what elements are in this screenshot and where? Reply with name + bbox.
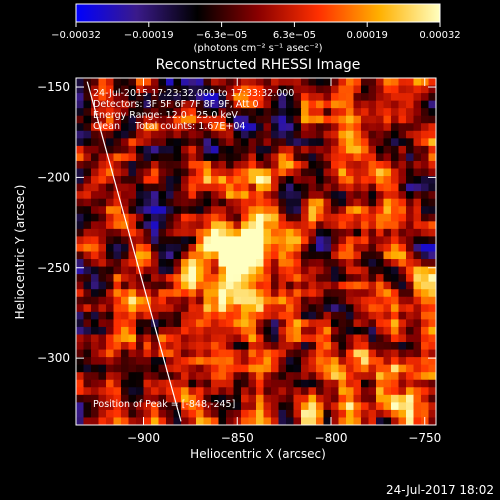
x-tick-label: −800 xyxy=(315,431,348,445)
heatmap-image xyxy=(76,78,436,425)
colorbar-tick-label: 0.00032 xyxy=(419,30,460,41)
x-tick-label: −750 xyxy=(408,431,441,445)
y-tick-label: −300 xyxy=(37,351,70,365)
plot-frame xyxy=(75,77,437,426)
x-tick-label: −850 xyxy=(221,431,254,445)
colorbar-ticks: −0.00032 −0.00019 −6.3e−05 6.3e−05 0.00019 0.… xyxy=(51,22,461,41)
solar-limb-line xyxy=(86,81,182,422)
x-axis-label: Heliocentric X (arcsec) xyxy=(190,447,326,461)
footer-timestamp: 24-Jul-2017 18:02 xyxy=(386,483,494,497)
x-axis-ticks: −900 −850 −800 −750 xyxy=(127,78,441,445)
observation-annotations: 24-Jul-2015 17:23:32.000 to 17:33:32.000… xyxy=(93,88,294,132)
colorbar xyxy=(75,3,441,23)
colorbar-tick-label: 0.00019 xyxy=(347,30,388,41)
x-tick-label: −900 xyxy=(127,431,160,445)
annotation-clean-counts: Clean Total counts: 1.67E+04 xyxy=(93,121,245,132)
annotation-energy-range: Energy Range: 12.0 - 25.0 keV xyxy=(93,110,238,121)
colorbar-tick-label: −6.3e−05 xyxy=(196,30,248,41)
colorbar-tick-label: −0.00019 xyxy=(124,30,174,41)
y-tick-label: −250 xyxy=(37,261,70,275)
colorbar-tick-label: −0.00032 xyxy=(51,30,101,41)
chart-title: Reconstructed RHESSI Image xyxy=(156,57,361,73)
y-axis-label: Heliocentric Y (arcsec) xyxy=(13,185,27,320)
y-axis-ticks: −150 −200 −250 −300 xyxy=(37,80,436,365)
y-tick-label: −150 xyxy=(37,80,70,94)
colorbar-tick-label: 6.3e−05 xyxy=(273,30,316,41)
y-tick-label: −200 xyxy=(37,170,70,184)
peak-position-label: Position of Peak = [-848,-245] xyxy=(93,399,235,410)
annotation-detectors: Detectors: 3F 5F 6F 7F 8F 9F, Att 0 xyxy=(93,99,259,110)
colorbar-unit-label: (photons cm⁻² s⁻¹ asec⁻²) xyxy=(193,43,322,54)
annotation-time-range: 24-Jul-2015 17:23:32.000 to 17:33:32.000 xyxy=(93,88,294,99)
